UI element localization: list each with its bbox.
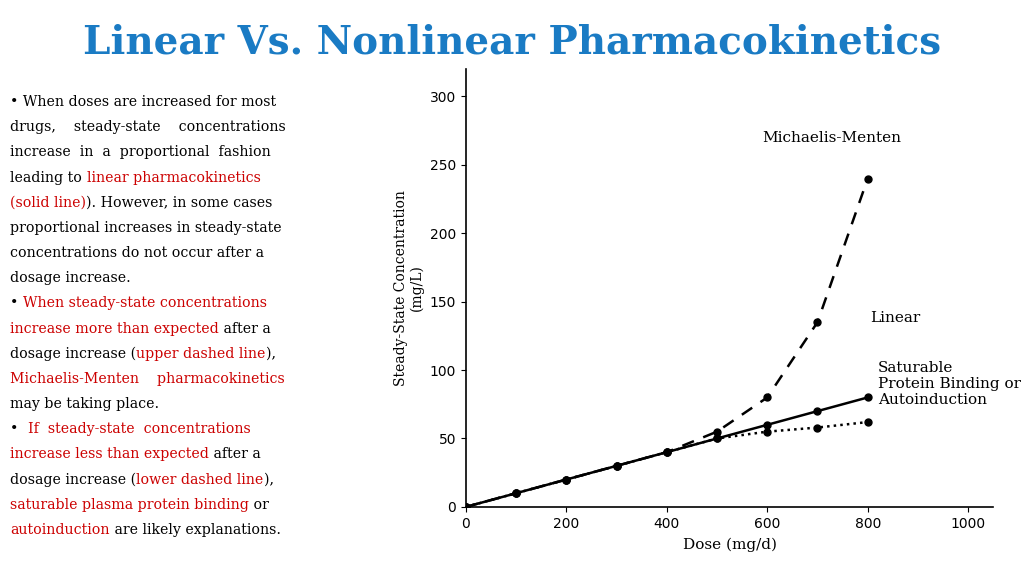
Text: •: • — [10, 297, 24, 310]
Text: increase  in  a  proportional  fashion: increase in a proportional fashion — [10, 146, 271, 160]
Text: after a: after a — [209, 448, 261, 461]
Text: dosage increase (: dosage increase ( — [10, 472, 136, 487]
Text: ). However, in some cases: ). However, in some cases — [86, 196, 272, 210]
Text: or: or — [249, 498, 269, 511]
Text: after a: after a — [219, 321, 270, 336]
Text: When steady-state concentrations: When steady-state concentrations — [24, 297, 267, 310]
Y-axis label: Steady-State Concentration
(mg/L): Steady-State Concentration (mg/L) — [393, 190, 424, 386]
Text: leading to: leading to — [10, 170, 87, 185]
Text: lower dashed line: lower dashed line — [136, 472, 263, 487]
Text: ),: ), — [263, 472, 273, 487]
Text: Linear Vs. Nonlinear Pharmacokinetics: Linear Vs. Nonlinear Pharmacokinetics — [83, 23, 941, 61]
Text: drugs,    steady-state    concentrations: drugs, steady-state concentrations — [10, 120, 286, 134]
Text: linear pharmacokinetics: linear pharmacokinetics — [87, 170, 260, 185]
Text: upper dashed line: upper dashed line — [136, 347, 266, 361]
Text: are likely explanations.: are likely explanations. — [110, 523, 281, 537]
Text: dosage increase (: dosage increase ( — [10, 347, 136, 361]
Text: Michaelis-Menten    pharmacokinetics: Michaelis-Menten pharmacokinetics — [10, 372, 285, 386]
Text: Linear: Linear — [870, 311, 921, 325]
Text: • When doses are increased for most: • When doses are increased for most — [10, 95, 276, 109]
Text: concentrations do not occur after a: concentrations do not occur after a — [10, 246, 264, 260]
Text: dosage increase.: dosage increase. — [10, 271, 131, 285]
Text: ),: ), — [266, 347, 275, 361]
Text: •: • — [10, 422, 28, 436]
Text: (solid line): (solid line) — [10, 196, 86, 210]
Text: proportional increases in steady-state: proportional increases in steady-state — [10, 221, 282, 235]
Text: Saturable
Protein Binding or
Autoinduction: Saturable Protein Binding or Autoinducti… — [878, 361, 1021, 407]
Text: saturable plasma protein binding: saturable plasma protein binding — [10, 498, 249, 511]
Text: autoinduction: autoinduction — [10, 523, 110, 537]
Text: Michaelis-Menten: Michaelis-Menten — [762, 131, 901, 145]
Text: increase more than expected: increase more than expected — [10, 321, 219, 336]
Text: If  steady-state  concentrations: If steady-state concentrations — [28, 422, 250, 436]
X-axis label: Dose (mg/d): Dose (mg/d) — [683, 537, 776, 552]
Text: increase less than expected: increase less than expected — [10, 448, 209, 461]
Text: may be taking place.: may be taking place. — [10, 397, 160, 411]
